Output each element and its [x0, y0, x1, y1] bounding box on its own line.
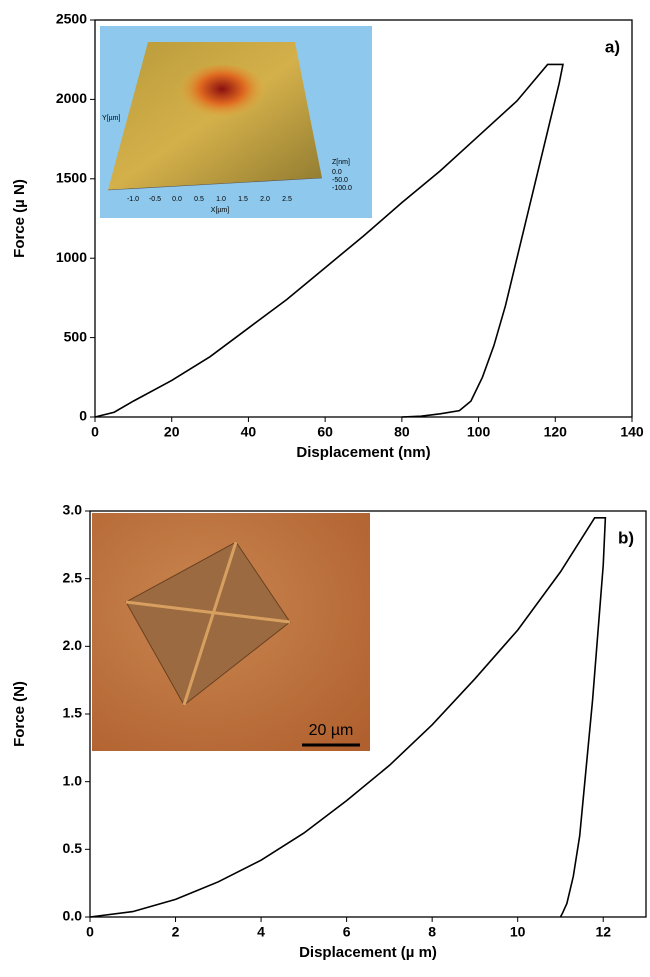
- scale-label: 20 µm: [309, 722, 354, 739]
- inset-x-label: 1.0: [216, 196, 226, 203]
- figure: Y[µm] X[µm] Z[nm] 20 µm -1.0 -0.5 0.0 0.5 1.…: [0, 0, 650, 972]
- x-tick-label: 8: [428, 924, 436, 940]
- x-axis-title: Displacement (nm): [296, 444, 430, 461]
- x-tick-label: 12: [595, 924, 611, 940]
- y-tick-label: 2.0: [63, 637, 83, 653]
- x-tick-label: 40: [241, 424, 257, 440]
- panel-label: a): [605, 37, 620, 56]
- inset-x-label: 2.0: [260, 196, 270, 203]
- x-tick-label: 120: [544, 424, 568, 440]
- y-tick-label: 3.0: [63, 502, 83, 518]
- y-tick-label: 0.0: [63, 908, 83, 924]
- y-axis-title: Force (µ N): [11, 179, 28, 258]
- x-tick-label: 2: [172, 924, 180, 940]
- inset-x-label: -0.5: [149, 196, 161, 203]
- inset-x-label: 0.5: [194, 196, 204, 203]
- x-tick-label: 60: [317, 424, 333, 440]
- x-tick-label: 4: [257, 924, 265, 940]
- inset-y-title: Y[µm]: [102, 115, 120, 122]
- y-tick-label: 2500: [56, 11, 87, 27]
- x-axis-title: Displacement (µ m): [299, 944, 437, 961]
- y-tick-label: 1500: [56, 170, 87, 186]
- x-tick-label: 10: [510, 924, 526, 940]
- x-tick-label: 100: [467, 424, 491, 440]
- indent-pit: [177, 65, 267, 125]
- y-tick-label: 0.5: [63, 840, 83, 856]
- y-tick-label: 1000: [56, 249, 87, 265]
- inset-x-label: 1.5: [238, 196, 248, 203]
- panel-label: b): [618, 528, 634, 547]
- optical-inset: 20 µm: [92, 513, 370, 751]
- x-tick-label: 0: [86, 924, 94, 940]
- y-tick-label: 1.0: [63, 772, 83, 788]
- x-tick-label: 6: [343, 924, 351, 940]
- x-tick-label: 0: [91, 424, 99, 440]
- x-tick-label: 80: [394, 424, 410, 440]
- inset-z-label: -50.0: [332, 177, 348, 184]
- y-tick-label: 2000: [56, 90, 87, 106]
- inset-z-label: -100.0: [332, 185, 352, 192]
- y-axis-title: Force (N): [11, 681, 28, 747]
- x-tick-label: 20: [164, 424, 180, 440]
- x-tick-label: 140: [620, 424, 644, 440]
- inset-x-label: 2.5: [282, 196, 292, 203]
- y-tick-label: 500: [64, 328, 88, 344]
- y-tick-label: 0: [79, 408, 87, 424]
- y-tick-label: 2.5: [63, 569, 83, 585]
- inset-x-title: X[µm]: [211, 207, 229, 214]
- inset-z-title: Z[nm]: [332, 159, 350, 166]
- inset-x-label: -1.0: [127, 196, 139, 203]
- y-tick-label: 1.5: [63, 705, 83, 721]
- inset-x-label: 0.0: [172, 196, 182, 203]
- inset-z-label: 0.0: [332, 169, 342, 176]
